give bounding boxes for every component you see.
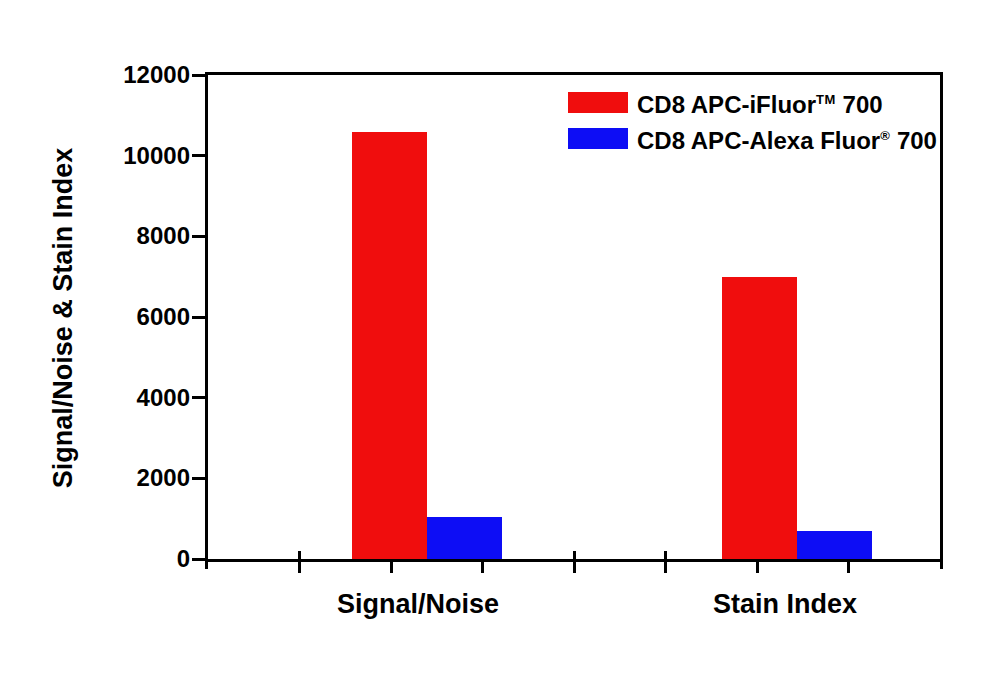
legend-label-blue: CD8 APC-Alexa Fluor® 700 [637, 124, 937, 153]
y-axis-tick [192, 74, 205, 77]
y-axis-tick [192, 154, 205, 157]
legend-item-blue: CD8 APC-Alexa Fluor® 700 [568, 127, 937, 149]
legend: CD8 APC-iFluorTM 700 CD8 APC-Alexa Fluor… [568, 91, 937, 163]
legend-label-red-suffix: 700 [836, 91, 883, 118]
legend-label-blue-suffix: 700 [890, 127, 937, 154]
bar-stain-index-blue [797, 531, 872, 559]
x-category-label-stain-index: Stain Index [635, 589, 935, 619]
y-axis-tick [192, 235, 205, 238]
legend-label-blue-text: CD8 APC-Alexa Fluor [637, 127, 880, 154]
legend-label-red: CD8 APC-iFluorTM 700 [637, 88, 883, 117]
legend-swatch-blue [568, 128, 628, 149]
bar-signal-noise-blue [427, 517, 502, 559]
y-axis-tick [192, 316, 205, 319]
x-category-label-signal-noise: Signal/Noise [268, 589, 568, 619]
y-axis-tick [192, 558, 205, 561]
trademark-superscript: TM [816, 92, 836, 107]
registered-superscript: ® [880, 128, 890, 143]
y-axis-tick [192, 477, 205, 480]
legend-label-red-text: CD8 APC-iFluor [637, 91, 816, 118]
y-axis-tick [192, 396, 205, 399]
legend-item-red: CD8 APC-iFluorTM 700 [568, 91, 937, 113]
bar-signal-noise-red [352, 132, 427, 560]
y-axis-title: Signal/Noise & Stain Index [48, 73, 78, 563]
legend-swatch-red [568, 92, 628, 113]
plot-area: CD8 APC-iFluorTM 700 CD8 APC-Alexa Fluor… [205, 72, 943, 562]
bar-stain-index-red [722, 277, 797, 559]
bar-chart: 020004000600080001000012000 Signal/Noise… [0, 0, 1000, 679]
